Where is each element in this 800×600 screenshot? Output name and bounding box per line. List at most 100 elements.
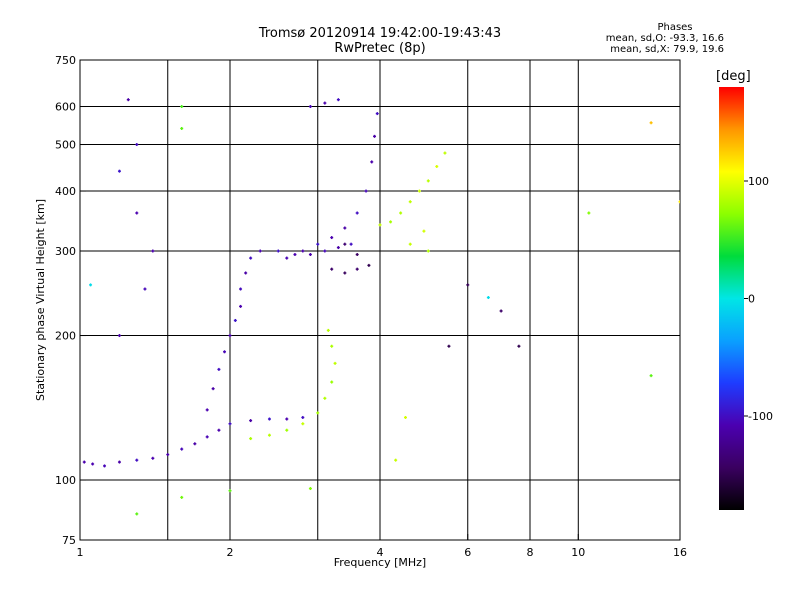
x-tick-label: 10 (571, 546, 585, 559)
data-point (135, 211, 139, 215)
data-point (355, 267, 359, 271)
data-point (180, 495, 184, 499)
x-axis-ticks: 1 2 4 6 8 10 16 (77, 534, 687, 559)
y-tick-label: 75 (62, 534, 76, 547)
data-point (91, 462, 95, 466)
data-point (285, 256, 289, 260)
data-point (285, 417, 289, 421)
data-point (301, 415, 305, 419)
y-tick-label: 400 (55, 185, 76, 198)
data-point (435, 164, 439, 168)
data-point (426, 249, 430, 253)
data-point (308, 487, 312, 491)
data-point (244, 271, 248, 275)
data-point (117, 460, 121, 464)
data-point (408, 242, 412, 246)
data-point (378, 223, 382, 227)
data-point (228, 334, 232, 338)
data-point (330, 380, 334, 384)
y-tick-label: 300 (55, 245, 76, 258)
data-point (336, 246, 340, 250)
data-point (330, 236, 334, 240)
data-point (499, 309, 503, 313)
data-point (180, 126, 184, 130)
data-point (193, 442, 197, 446)
data-point (126, 98, 130, 102)
data-point (249, 419, 253, 423)
data-point (316, 411, 320, 415)
data-point (426, 179, 430, 183)
data-point (408, 200, 412, 204)
data-point (233, 318, 237, 322)
data-point (323, 101, 327, 105)
data-point (343, 242, 347, 246)
data-point (323, 396, 327, 400)
x-tick-label: 2 (227, 546, 234, 559)
colorbar (719, 87, 744, 510)
data-point (308, 105, 312, 109)
data-point (217, 428, 221, 432)
data-point (336, 98, 340, 102)
data-point (301, 422, 305, 426)
x-tick-label: 6 (464, 546, 471, 559)
data-point (355, 211, 359, 215)
grid-lines (80, 60, 680, 540)
data-point (166, 453, 170, 457)
data-point (239, 287, 243, 291)
data-point (403, 415, 407, 419)
data-point (308, 253, 312, 257)
data-point (103, 464, 107, 468)
title-line-1: Tromsø 20120914 19:42:00-19:43:43 (258, 26, 502, 41)
data-point (422, 229, 426, 233)
data-point (143, 287, 147, 291)
data-point (180, 105, 184, 109)
data-point (373, 134, 377, 138)
data-point (649, 121, 653, 125)
data-point (355, 253, 359, 257)
phase-stats-title: Phases (657, 22, 693, 33)
data-point (217, 367, 221, 371)
data-point (316, 242, 320, 246)
data-point (211, 387, 215, 391)
y-tick-label: 200 (55, 330, 76, 343)
data-point (285, 428, 289, 432)
data-point (417, 189, 421, 193)
data-point (249, 437, 253, 441)
x-tick-label: 1 (77, 546, 84, 559)
data-point (447, 344, 451, 348)
data-point (370, 160, 374, 164)
data-point (399, 211, 403, 215)
data-point (117, 169, 121, 173)
y-tick-label: 500 (55, 139, 76, 152)
data-point (443, 151, 447, 155)
data-point (330, 267, 334, 271)
data-point (135, 143, 139, 147)
colorbar-unit: deg (716, 69, 751, 84)
data-point (205, 435, 209, 439)
data-point (330, 344, 334, 348)
data-point (151, 456, 155, 460)
data-point (228, 489, 232, 493)
data-point (323, 249, 327, 253)
y-axis-ticks: 75 100 200 300 400 500 600 750 (55, 54, 86, 547)
y-axis-label: Stationary phase Virtual Height [km] (34, 199, 47, 401)
data-point (135, 458, 139, 462)
data-point (276, 249, 280, 253)
data-point (151, 249, 155, 253)
title-line-2: RwPretec (8p) (334, 41, 426, 56)
phase-stats-x: mean, sd,X: 79.9, 19.6 (610, 44, 724, 55)
data-point (333, 361, 337, 365)
chart-title: Tromsø 20120914 19:42:00-19:43:43 RwPret… (230, 26, 530, 56)
colorbar-tick-label: -100 (748, 410, 773, 423)
data-point (678, 200, 680, 204)
y-tick-label: 100 (55, 474, 76, 487)
data-point (367, 263, 371, 267)
data-point (117, 334, 121, 338)
data-point (223, 350, 227, 354)
phase-stats-o: mean, sd,O: -93.3, 16.6 (605, 33, 724, 44)
data-point (135, 512, 139, 516)
data-point (258, 249, 262, 253)
data-point (349, 242, 353, 246)
data-point (466, 283, 470, 287)
